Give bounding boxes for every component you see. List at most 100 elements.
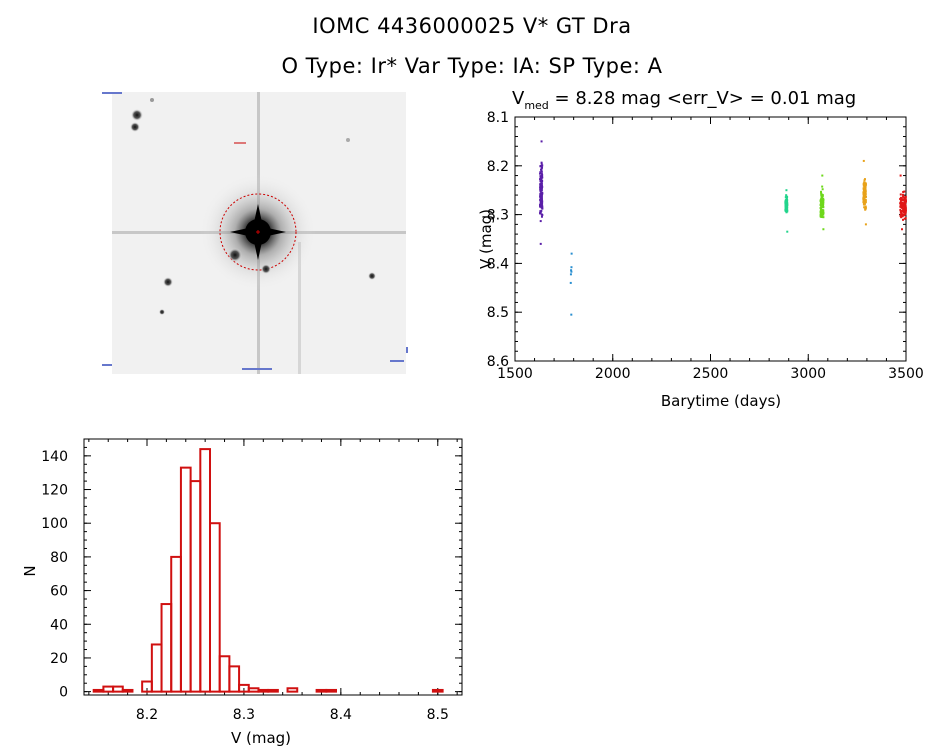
data-point: [900, 215, 903, 218]
data-series-3: [784, 189, 789, 233]
data-point: [863, 178, 866, 181]
x-tick-label: 3000: [790, 366, 826, 382]
data-point: [539, 171, 542, 174]
y-tick-label: 8.2: [487, 159, 509, 175]
light-curve-chart: Vmed = 8.28 mag <err_V> = 0.01 mag 1500 2…: [477, 88, 924, 410]
data-point: [540, 213, 543, 216]
data-point: [820, 192, 823, 195]
field-star: [131, 109, 143, 121]
histogram-bar: [92, 688, 105, 693]
data-point: [904, 200, 907, 203]
y-tick-label: 60: [50, 584, 68, 600]
data-point: [785, 189, 788, 192]
data-point: [903, 196, 906, 199]
data-point: [785, 204, 788, 207]
finder-chart-image: [102, 92, 408, 374]
y-tick-label: 8.6: [487, 354, 509, 370]
x-tick-label: 8.5: [427, 707, 449, 723]
data-point: [864, 186, 867, 189]
data-point: [899, 204, 902, 207]
data-point: [821, 205, 824, 208]
data-point: [903, 190, 906, 193]
data-point: [822, 210, 825, 213]
y-tick-label: 140: [41, 449, 68, 465]
data-point: [540, 162, 543, 165]
data-point: [899, 174, 902, 177]
data-point: [820, 204, 823, 207]
data-point: [864, 206, 867, 209]
histogram-bar: [257, 688, 270, 693]
data-point: [902, 195, 905, 198]
data-point: [540, 215, 543, 218]
data-point: [570, 252, 573, 255]
corner-label-mark: [242, 368, 272, 370]
data-point: [822, 211, 825, 214]
data-point: [822, 216, 825, 219]
data-point: [901, 218, 904, 221]
data-point: [862, 201, 865, 204]
data-point: [863, 206, 866, 209]
histogram-bar: [179, 466, 192, 693]
field-star: [261, 264, 271, 274]
secondary-spike: [298, 242, 301, 374]
data-point: [539, 178, 542, 181]
data-point: [902, 190, 905, 193]
data-point: [901, 203, 904, 206]
data-point: [864, 199, 867, 202]
data-point: [903, 198, 906, 201]
histogram-bar: [218, 655, 231, 693]
data-point: [904, 198, 907, 201]
data-point: [863, 193, 866, 196]
data-point: [539, 196, 542, 199]
data-point: [820, 190, 823, 193]
data-point: [539, 188, 542, 191]
field-star: [228, 248, 242, 262]
data-point: [539, 242, 542, 245]
data-point: [784, 205, 787, 208]
data-point: [903, 204, 906, 207]
data-point: [900, 196, 903, 199]
data-point: [819, 211, 822, 214]
data-point: [899, 208, 902, 211]
data-point: [863, 187, 866, 190]
data-point: [864, 201, 867, 204]
target-label-mark: [234, 142, 246, 144]
data-point: [863, 184, 866, 187]
histogram-bar: [286, 687, 299, 693]
data-point: [864, 189, 867, 192]
field-star: [368, 272, 376, 280]
data-point: [785, 211, 788, 214]
x-tick-label: 2500: [693, 366, 729, 382]
histogram-bar: [431, 688, 444, 693]
data-point: [900, 212, 903, 215]
plot-title: IOMC 4436000025 V* GT Dra: [312, 14, 632, 38]
data-point: [903, 210, 906, 213]
data-point: [540, 174, 543, 177]
histogram-bars: [92, 448, 444, 693]
data-point: [822, 197, 825, 200]
data-point: [539, 212, 542, 215]
data-point: [540, 209, 543, 212]
data-point: [540, 202, 543, 205]
data-point: [864, 207, 867, 210]
histogram-bar: [247, 687, 260, 693]
y-tick-label: 8.4: [487, 256, 509, 272]
y-tick-label: 8.3: [487, 208, 509, 224]
field-star: [346, 138, 350, 142]
histogram-bar: [102, 685, 115, 693]
magnitude-histogram: 8.2 8.3 8.4 8.5 0 20 40 60 80 100 120 140 V (mag) N: [21, 438, 463, 747]
data-point: [863, 197, 866, 200]
data-point: [540, 161, 543, 164]
data-series-4: [819, 174, 825, 231]
data-point: [904, 205, 907, 208]
data-point: [862, 184, 865, 187]
data-point: [540, 172, 543, 175]
data-point: [541, 185, 544, 188]
data-point: [539, 210, 542, 213]
data-point: [863, 179, 866, 182]
data-point: [539, 220, 542, 223]
data-point: [901, 205, 904, 208]
corner-label-mark: [102, 364, 112, 366]
y-tick-label: 80: [50, 550, 68, 566]
x-tick-label: 8.2: [136, 707, 158, 723]
